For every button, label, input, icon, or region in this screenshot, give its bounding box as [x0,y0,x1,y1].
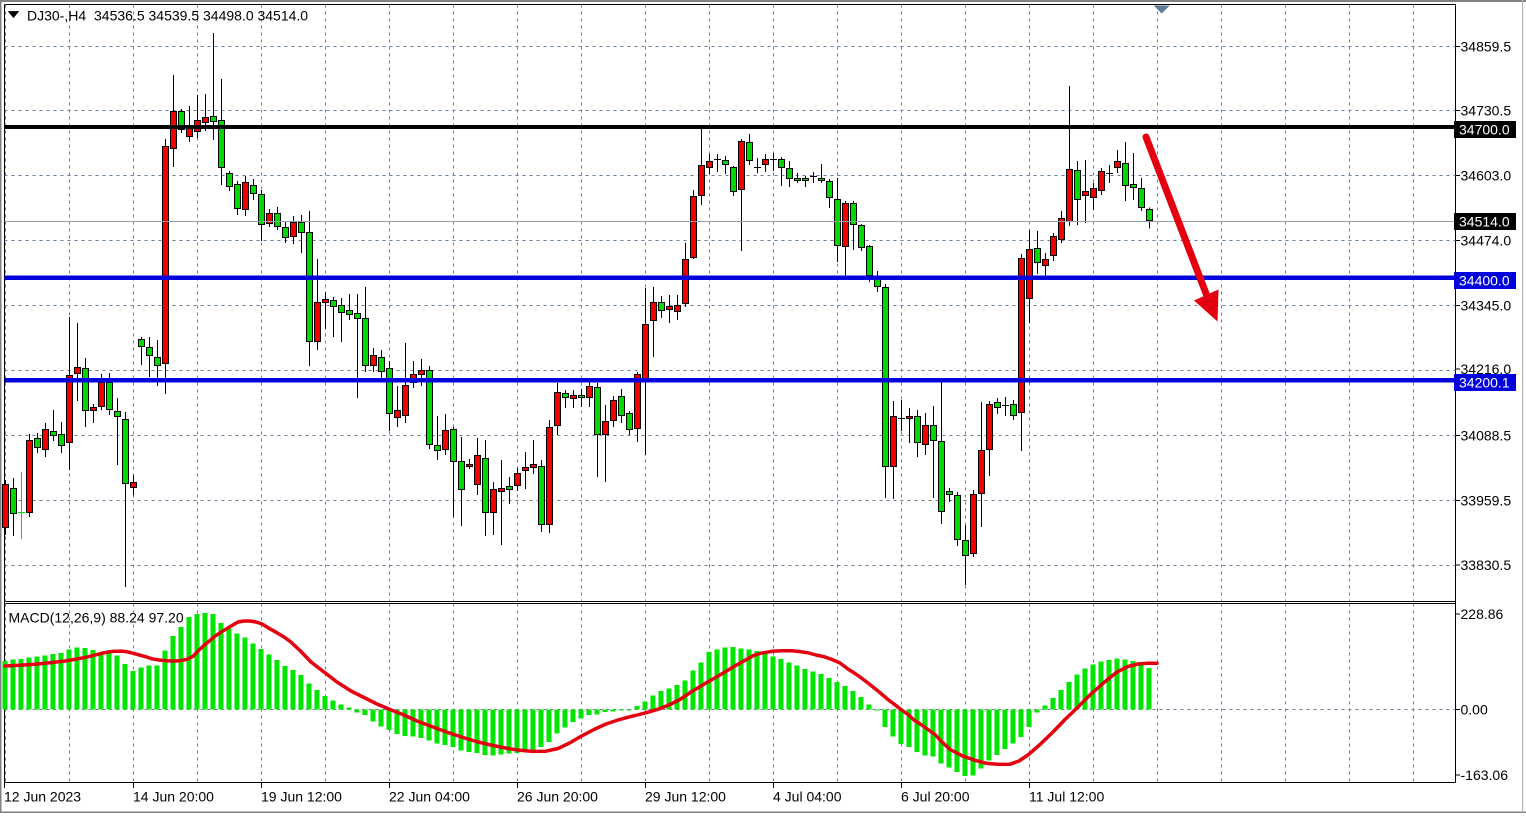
svg-text:4 Jul 04:00: 4 Jul 04:00 [773,789,842,805]
svg-text:34216.0: 34216.0 [1461,361,1512,377]
svg-text:-163.06: -163.06 [1461,767,1509,783]
svg-text:34200.1: 34200.1 [1459,375,1510,391]
svg-text:MACD(12,26,9) 88.24 97.20: MACD(12,26,9) 88.24 97.20 [9,610,184,626]
svg-text:34400.0: 34400.0 [1459,273,1510,289]
svg-text:0.00: 0.00 [1461,702,1488,718]
svg-text:26 Jun 20:00: 26 Jun 20:00 [517,789,598,805]
svg-text:34536.5 34539.5 34498.0 34514.: 34536.5 34539.5 34498.0 34514.0 [94,8,308,24]
svg-text:34088.5: 34088.5 [1461,428,1512,444]
svg-text:6 Jul 20:00: 6 Jul 20:00 [901,789,970,805]
svg-text:33959.5: 33959.5 [1461,493,1512,509]
svg-text:29 Jun 12:00: 29 Jun 12:00 [645,789,726,805]
svg-text:34345.0: 34345.0 [1461,298,1512,314]
svg-text:34514.0: 34514.0 [1459,214,1510,230]
svg-text:34603.0: 34603.0 [1461,168,1512,184]
svg-text:19 Jun 12:00: 19 Jun 12:00 [261,789,342,805]
svg-text:DJ30-,H4: DJ30-,H4 [27,8,86,24]
svg-text:34730.5: 34730.5 [1461,103,1512,119]
svg-text:22 Jun 04:00: 22 Jun 04:00 [389,789,470,805]
svg-text:228.86: 228.86 [1461,606,1504,622]
svg-text:34859.5: 34859.5 [1461,39,1512,55]
svg-text:12 Jun 2023: 12 Jun 2023 [4,789,81,805]
svg-text:34700.0: 34700.0 [1459,122,1510,138]
svg-text:14 Jun 20:00: 14 Jun 20:00 [133,789,214,805]
svg-text:33830.5: 33830.5 [1461,557,1512,573]
svg-text:34474.0: 34474.0 [1461,233,1512,249]
svg-text:11 Jul 12:00: 11 Jul 12:00 [1029,789,1104,805]
